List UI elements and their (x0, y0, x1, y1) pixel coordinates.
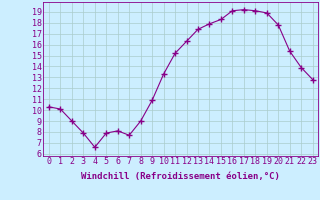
X-axis label: Windchill (Refroidissement éolien,°C): Windchill (Refroidissement éolien,°C) (81, 172, 280, 181)
